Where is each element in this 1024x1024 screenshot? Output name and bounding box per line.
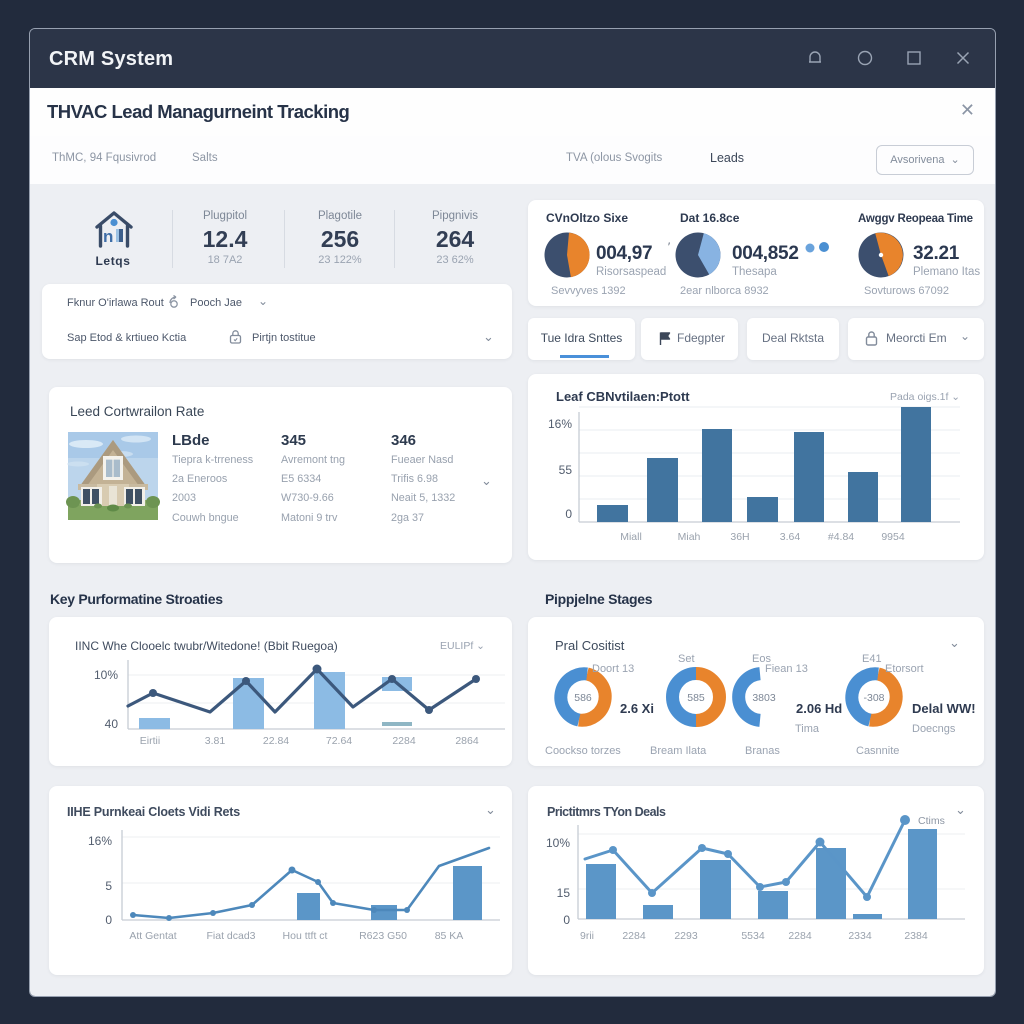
svg-text:2334: 2334 — [848, 930, 872, 942]
svg-text:Doort 13: Doort 13 — [592, 663, 634, 675]
svg-text:Bream Ilata: Bream Ilata — [650, 745, 707, 757]
svg-text:Casnnite: Casnnite — [856, 745, 899, 757]
svg-text:⌄: ⌄ — [485, 802, 496, 817]
svg-text:Hou ttft ct: Hou ttft ct — [283, 930, 328, 942]
svg-text:Miah: Miah — [678, 531, 701, 543]
svg-text:R623 G50: R623 G50 — [359, 930, 407, 942]
svg-text:2003: 2003 — [172, 492, 196, 504]
svg-text:Avremont tng: Avremont tng — [281, 454, 345, 466]
svg-text:586: 586 — [574, 692, 592, 704]
svg-text:2384: 2384 — [904, 930, 928, 942]
svg-text:′: ′ — [668, 241, 670, 253]
svg-text:⌄: ⌄ — [481, 473, 492, 488]
svg-text:585: 585 — [687, 692, 705, 704]
svg-text:n: n — [103, 227, 113, 246]
svg-text:2284: 2284 — [392, 735, 416, 747]
svg-text:Tima: Tima — [795, 723, 820, 735]
svg-text:Branas: Branas — [745, 745, 780, 757]
svg-text:E41: E41 — [862, 653, 882, 665]
svg-text:2a Eneroos: 2a Eneroos — [172, 473, 228, 485]
svg-text:2ga 37: 2ga 37 — [391, 512, 424, 524]
svg-text:-308: -308 — [863, 692, 884, 704]
svg-text:2ear nlborca 8932: 2ear nlborca 8932 — [680, 285, 769, 297]
svg-text:10%: 10% — [546, 836, 570, 850]
svg-text:2864: 2864 — [455, 735, 479, 747]
svg-text:IINC Whe Clooelc twubr/Witedon: IINC Whe Clooelc twubr/Witedone! (Bbit R… — [75, 639, 338, 653]
svg-text:Delal WW!: Delal WW! — [912, 701, 976, 716]
svg-text:15: 15 — [557, 886, 571, 900]
svg-text:0: 0 — [105, 913, 112, 927]
svg-text:0: 0 — [565, 507, 572, 521]
svg-text:004,97: 004,97 — [596, 243, 652, 264]
svg-text:IIHE Purnkeai Cloets Vidi Rets: IIHE Purnkeai Cloets Vidi Rets — [67, 805, 240, 819]
svg-text:Trifis 6.98: Trifis 6.98 — [391, 473, 438, 485]
svg-text:72.64: 72.64 — [326, 735, 352, 747]
svg-text:Eirtii: Eirtii — [140, 735, 160, 747]
svg-text:5: 5 — [105, 879, 112, 893]
svg-text:Risorsaspead: Risorsaspead — [596, 266, 666, 278]
svg-text:5534: 5534 — [741, 930, 765, 942]
svg-text:346: 346 — [391, 432, 416, 449]
svg-text:Leaf CBNvtilaen:Ptott: Leaf CBNvtilaen:Ptott — [556, 389, 690, 404]
svg-text:Couwh bngue: Couwh bngue — [172, 512, 239, 524]
svg-text:Fueaer Nasd: Fueaer Nasd — [391, 454, 453, 466]
svg-text:2293: 2293 — [674, 930, 698, 942]
svg-text:85 KA: 85 KA — [435, 930, 464, 942]
svg-text:2.06 Hd: 2.06 Hd — [796, 701, 842, 716]
svg-text:Awggv Reopeaa Time: Awggv Reopeaa Time — [858, 213, 973, 225]
svg-text:Prictitmrs TYon Deals: Prictitmrs TYon Deals — [547, 805, 666, 819]
svg-text:W730-9.66: W730-9.66 — [281, 492, 334, 504]
svg-text:9rii: 9rii — [580, 930, 594, 942]
svg-text:9954: 9954 — [881, 531, 905, 543]
svg-text:Eos: Eos — [752, 653, 771, 665]
svg-text:Sevvyves 1392: Sevvyves 1392 — [551, 285, 626, 297]
svg-text:2284: 2284 — [788, 930, 812, 942]
svg-text:Miall: Miall — [620, 531, 642, 543]
svg-text:Neait 5, 1332: Neait 5, 1332 — [391, 492, 455, 504]
svg-text:CVnOltzo Sixe: CVnOltzo Sixe — [546, 211, 628, 225]
svg-text:Coockso torzes: Coockso torzes — [545, 745, 621, 757]
svg-text:Plemano Itas: Plemano Itas — [913, 266, 980, 278]
svg-text:Leed Cortwrailon Rate: Leed Cortwrailon Rate — [70, 404, 204, 419]
svg-text:Sovturows 67092: Sovturows 67092 — [864, 285, 949, 297]
svg-text:Matoni 9 trv: Matoni 9 trv — [281, 512, 338, 524]
svg-text:3.81: 3.81 — [205, 735, 226, 747]
svg-text:Att Gentat: Att Gentat — [129, 930, 176, 942]
svg-text:16%: 16% — [88, 834, 112, 848]
svg-text:2284: 2284 — [622, 930, 646, 942]
svg-text:LBde: LBde — [172, 432, 210, 449]
svg-text:16%: 16% — [548, 417, 572, 431]
svg-text:Fiean 13: Fiean 13 — [765, 663, 808, 675]
svg-text:Pada oigs.1f ⌄: Pada oigs.1f ⌄ — [890, 391, 960, 403]
svg-text:22.84: 22.84 — [263, 735, 289, 747]
svg-text:32.21: 32.21 — [913, 243, 960, 264]
svg-text:55: 55 — [559, 463, 573, 477]
svg-text:Set: Set — [678, 653, 695, 665]
svg-text:10%: 10% — [94, 668, 118, 682]
svg-text:Ctims: Ctims — [918, 815, 945, 827]
svg-text:004,852: 004,852 — [732, 243, 799, 264]
svg-text:3803: 3803 — [752, 692, 776, 704]
svg-text:2.6 Xi: 2.6 Xi — [620, 701, 654, 716]
svg-text:E5 6334: E5 6334 — [281, 473, 321, 485]
svg-text:Etorsort: Etorsort — [885, 663, 924, 675]
svg-text:345: 345 — [281, 432, 306, 449]
svg-text:⌄: ⌄ — [955, 802, 966, 817]
svg-text:Thesapa: Thesapa — [732, 266, 777, 278]
svg-text:36H: 36H — [730, 531, 749, 543]
svg-text:⌄: ⌄ — [949, 635, 960, 650]
svg-text:40: 40 — [105, 717, 119, 731]
svg-text:EULIPf ⌄: EULIPf ⌄ — [440, 640, 485, 652]
svg-text:Doecngs: Doecngs — [912, 723, 956, 735]
svg-text:0: 0 — [563, 913, 570, 927]
svg-text:Fiat dcad3: Fiat dcad3 — [206, 930, 255, 942]
svg-text:Dat 16.8ce: Dat 16.8ce — [680, 211, 740, 225]
svg-text:3.64: 3.64 — [780, 531, 801, 543]
svg-text:Pral Cositist: Pral Cositist — [555, 638, 625, 653]
svg-text:#4.84: #4.84 — [828, 531, 854, 543]
svg-text:Tiepra k-trreness: Tiepra k-trreness — [172, 454, 254, 466]
